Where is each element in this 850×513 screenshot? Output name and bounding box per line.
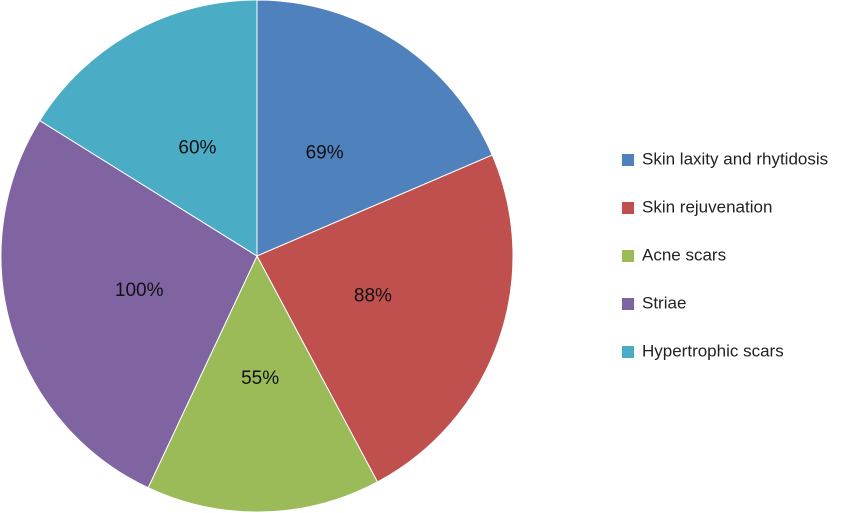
legend-swatch: [622, 298, 634, 310]
pie-slice: [147, 254, 379, 513]
pie-data-labels: 69% 88% 55% 100% 60%: [115, 138, 392, 389]
legend-label: Striae: [642, 293, 686, 312]
legend-item: Skin rejuvenation: [622, 197, 772, 216]
slice-data-label: 55%: [241, 368, 279, 389]
legend-item: Striae: [622, 293, 686, 312]
legend-swatch: [622, 202, 634, 214]
legend-swatch: [622, 250, 634, 262]
legend-item: Hypertrophic scars: [622, 341, 784, 360]
pie-slices: [0, 0, 514, 513]
legend-item: Acne scars: [622, 245, 726, 264]
slice-data-label: 60%: [178, 138, 216, 159]
legend-label: Hypertrophic scars: [642, 341, 784, 360]
pie-slice: [39, 0, 258, 257]
pie-slice: [256, 0, 493, 257]
pie-slice: [0, 119, 258, 489]
legend-label: Skin rejuvenation: [642, 197, 772, 216]
legend-item: Skin laxity and rhytidosis: [622, 149, 828, 168]
slice-data-label: 69%: [306, 142, 344, 163]
pie-slice: [256, 154, 514, 483]
legend-swatch: [622, 346, 634, 358]
legend-label: Acne scars: [642, 245, 726, 264]
slice-data-label: 88%: [354, 286, 392, 307]
legend-label: Skin laxity and rhytidosis: [642, 149, 828, 168]
legend-swatch: [622, 154, 634, 166]
legend: Skin laxity and rhytidosis Skin rejuvenat…: [622, 149, 828, 360]
slice-data-label: 100%: [115, 280, 164, 301]
